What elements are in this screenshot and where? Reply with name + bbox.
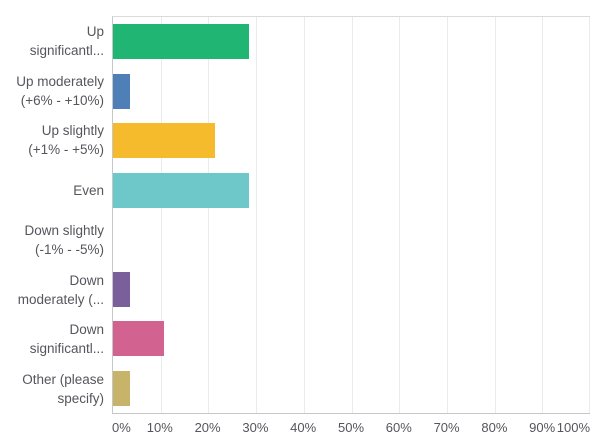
x-tick-label: 100%: [556, 420, 590, 435]
bar: [113, 271, 131, 307]
bar-row: [113, 67, 590, 117]
bar-row: [113, 116, 590, 166]
bar-row: [113, 314, 590, 364]
plot-area: [112, 16, 590, 414]
gridline: [351, 17, 353, 413]
category-label: Even: [73, 182, 104, 198]
bar-row: [113, 215, 590, 265]
category-label: Up significantl...: [29, 23, 104, 58]
category-label: Other (please specify): [22, 372, 104, 407]
category-label: Up slightly (+1% - +5%): [28, 123, 104, 158]
bar-row: [113, 265, 590, 315]
gridline: [256, 17, 258, 413]
x-tick-label: 30%: [242, 420, 269, 435]
bar-row: [113, 17, 590, 67]
x-tick-label: 70%: [433, 420, 460, 435]
gridline: [494, 17, 496, 413]
gridline: [399, 17, 401, 413]
bar-row: [113, 166, 590, 216]
bar: [113, 370, 131, 406]
bar-row: [113, 364, 590, 414]
category-label: Up moderately (+6% - +10%): [16, 73, 104, 108]
bar: [113, 73, 131, 109]
gridline: [303, 17, 305, 413]
gridline: [542, 17, 544, 413]
bar: [113, 123, 216, 159]
category-label: Down significantl...: [29, 322, 104, 357]
gridline: [446, 17, 448, 413]
bar: [113, 321, 165, 357]
gridline: [589, 17, 590, 413]
category-axis: Up significantl... Up moderately (+6% - +…: [0, 16, 104, 414]
category-label: Down slightly (-1% - -5%): [24, 222, 104, 257]
gridline: [160, 17, 162, 413]
x-tick-label: 60%: [385, 420, 412, 435]
x-tick-label: 40%: [290, 420, 317, 435]
x-tick-label: 80%: [481, 420, 508, 435]
x-tick-label: 90%: [529, 420, 556, 435]
x-tick-label: 20%: [194, 420, 221, 435]
x-tick-label: 10%: [146, 420, 173, 435]
x-axis: 0% 10% 20% 30% 40% 50% 60% 70% 80% 90% 100%: [112, 420, 590, 440]
bar: [113, 172, 250, 208]
gridline: [208, 17, 210, 413]
x-tick-label: 50%: [337, 420, 365, 435]
bar-rows: [113, 17, 590, 413]
category-label: Down moderately (...: [17, 272, 104, 307]
x-tick-label: 0%: [112, 420, 131, 435]
bar: [113, 24, 250, 60]
